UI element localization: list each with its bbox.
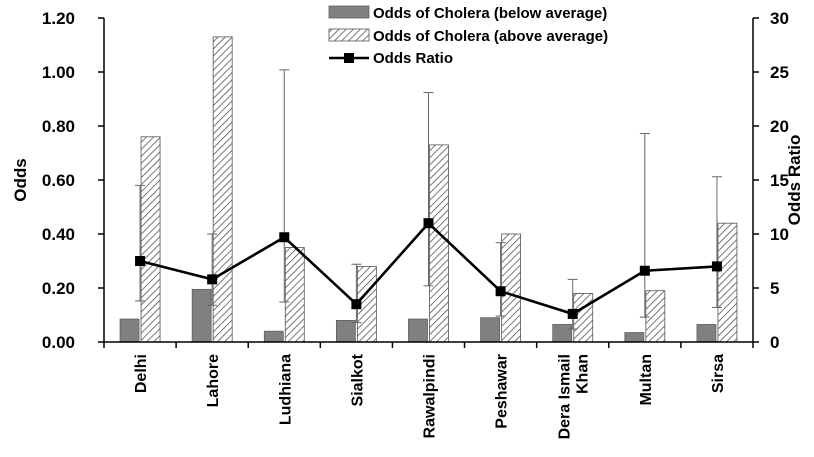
bar-below-average-rawalpindi [408, 318, 428, 343]
legend: Odds of Cholera (below average) Odds of C… [328, 5, 608, 67]
legend-label-above-average: Odds of Cholera (above average) [373, 28, 608, 45]
bar-below-average-delhi [119, 318, 140, 343]
left-tick-label: 0.20 [42, 279, 75, 298]
odds-ratio-point-peshawar [495, 286, 506, 297]
right-tick-label: 25 [770, 63, 789, 82]
category-label: Sialkot [349, 353, 366, 406]
category-label: Lahore [205, 354, 222, 407]
right-tick-label: 15 [770, 171, 789, 190]
right-tick-label: 5 [770, 279, 779, 298]
legend-swatch-above-average [328, 28, 370, 42]
bar-below-average-sirsa [696, 324, 717, 343]
right-tick-label: 30 [770, 9, 789, 28]
error-bars-layer [135, 69, 722, 330]
y-axis-title-right: Odds Ratio [785, 135, 804, 226]
legend-swatch-odds-ratio-marker [344, 53, 354, 63]
bar-above-average-multan [645, 290, 666, 343]
left-tick-label: 1.20 [42, 9, 75, 28]
bar-above-average-sirsa [717, 222, 738, 343]
left-tick-label: 0.80 [42, 117, 75, 136]
right-tick-label: 20 [770, 117, 789, 136]
left-tick-label: 0.60 [42, 171, 75, 190]
odds-ratio-point-ludhiana [279, 232, 290, 243]
bar-above-average-ludhiana [284, 247, 305, 343]
left-tick-label: 0.00 [42, 333, 75, 352]
bar-above-average-lahore [212, 36, 233, 343]
bar-below-average-multan [624, 332, 645, 343]
axes-layer: 0.00 0.20 0.40 0.60 0.80 1.00 1.20 0 5 10 15 20 25 30… [11, 9, 804, 439]
odds-ratio-point-sirsa [711, 261, 722, 272]
category-label: Peshawar [494, 354, 511, 429]
odds-ratio-point-sialkot [351, 299, 362, 310]
odds-ratio-point-rawalpindi [423, 218, 434, 229]
odds-ratio-point-lahore [207, 274, 218, 285]
bar-below-average-sialkot [335, 319, 356, 343]
bar-above-average-delhi [140, 136, 161, 343]
legend-label-odds-ratio: Odds Ratio [373, 50, 453, 67]
category-label: Rawalpindi [422, 354, 439, 438]
category-label: Sirsa [710, 354, 727, 393]
legend-label-below-average: Odds of Cholera (below average) [373, 5, 607, 22]
bar-above-average-rawalpindi [429, 144, 449, 343]
right-tick-label: 10 [770, 225, 789, 244]
odds-ratio-line-layer [135, 218, 722, 319]
category-label: Ludhiana [277, 354, 294, 425]
category-label: Dera Ismail [557, 354, 574, 439]
left-tick-label: 0.40 [42, 225, 75, 244]
bar-below-average-ludhiana [263, 330, 284, 343]
bar-below-average-peshawar [480, 317, 501, 343]
right-tick-label: 0 [770, 333, 779, 352]
odds-ratio-point-multan [639, 265, 650, 276]
odds-ratio-point-dera-ismail-khan [567, 308, 578, 319]
category-label: Khan [575, 354, 592, 394]
y-axis-title: Odds [11, 158, 30, 201]
category-label: Multan [638, 354, 655, 406]
category-label: Delhi [133, 354, 150, 393]
legend-swatch-below-average [328, 5, 370, 19]
bar-below-average-dera-ismail-khan [552, 324, 573, 343]
left-tick-label: 1.00 [42, 63, 75, 82]
bar-below-average-lahore [191, 288, 212, 343]
odds-ratio-point-delhi [135, 256, 146, 266]
bars-layer [119, 36, 738, 343]
